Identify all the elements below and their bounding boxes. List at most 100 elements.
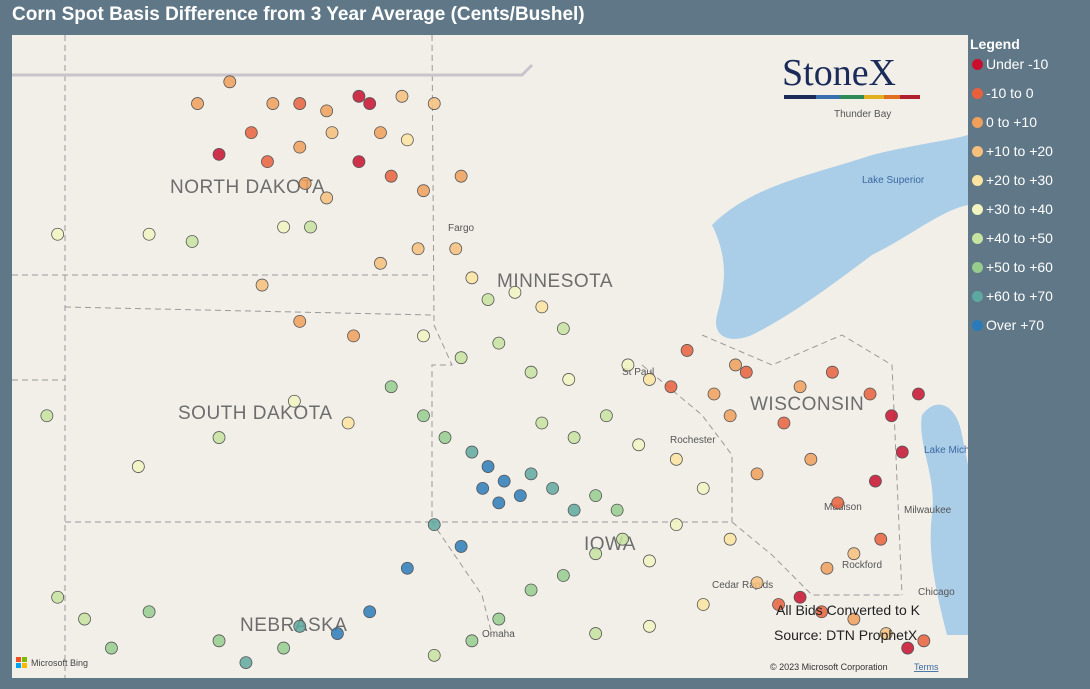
bid-point[interactable] <box>481 460 495 473</box>
bid-point[interactable] <box>535 300 549 314</box>
bid-point[interactable] <box>185 235 199 248</box>
bid-point[interactable] <box>384 169 398 183</box>
bid-point[interactable] <box>304 220 317 234</box>
bid-point[interactable] <box>51 227 65 241</box>
bid-point[interactable] <box>374 256 387 270</box>
bid-point[interactable] <box>492 336 506 350</box>
bid-point[interactable] <box>589 627 603 640</box>
bid-point[interactable] <box>610 503 624 517</box>
bid-point[interactable] <box>481 293 495 307</box>
bid-point[interactable] <box>352 155 366 169</box>
bid-point[interactable] <box>293 314 307 328</box>
bid-point[interactable] <box>212 431 226 444</box>
bid-point[interactable] <box>847 547 861 561</box>
bid-point[interactable] <box>384 380 398 394</box>
bid-point[interactable] <box>600 409 613 423</box>
bid-point[interactable] <box>831 496 845 510</box>
bid-point[interactable] <box>589 547 603 561</box>
bid-point[interactable] <box>438 431 452 444</box>
bid-point[interactable] <box>492 496 506 510</box>
bid-point[interactable] <box>750 576 764 590</box>
bid-point[interactable] <box>664 380 678 394</box>
bid-point[interactable] <box>680 344 694 357</box>
bid-point[interactable] <box>513 489 527 503</box>
bid-point[interactable] <box>643 373 656 386</box>
terms-link[interactable]: Terms <box>914 662 939 672</box>
bid-point[interactable] <box>917 634 931 648</box>
bid-point[interactable] <box>465 445 479 459</box>
bid-point[interactable] <box>874 532 888 546</box>
bid-point[interactable] <box>750 467 764 481</box>
bid-point[interactable] <box>427 97 441 110</box>
bid-point[interactable] <box>723 532 737 546</box>
bid-point[interactable] <box>793 590 807 604</box>
bid-point[interactable] <box>239 656 253 669</box>
bid-point[interactable] <box>320 191 334 205</box>
bid-point[interactable] <box>374 126 387 140</box>
bid-point[interactable] <box>400 561 414 575</box>
bid-point[interactable] <box>772 598 785 611</box>
bid-point[interactable] <box>863 387 877 401</box>
bid-point[interactable] <box>40 409 54 423</box>
bid-point[interactable] <box>524 365 538 379</box>
legend-item[interactable]: +40 to +50 <box>970 230 1053 259</box>
bid-point[interactable] <box>142 227 156 241</box>
bid-point[interactable] <box>632 438 646 452</box>
bid-point[interactable] <box>535 416 549 430</box>
bid-point[interactable] <box>325 126 339 140</box>
bid-point[interactable] <box>417 184 430 198</box>
legend-item[interactable]: +10 to +20 <box>970 143 1053 172</box>
bid-point[interactable] <box>895 445 909 459</box>
bid-point[interactable] <box>723 409 737 423</box>
bid-point[interactable] <box>347 329 360 343</box>
bid-point[interactable] <box>465 634 479 648</box>
bid-point[interactable] <box>395 89 409 103</box>
bid-point[interactable] <box>793 380 807 394</box>
bid-point[interactable] <box>330 627 344 640</box>
legend-item[interactable]: +20 to +30 <box>970 172 1053 201</box>
bid-point[interactable] <box>696 598 710 611</box>
bid-point[interactable] <box>454 351 468 365</box>
bid-point[interactable] <box>729 358 742 372</box>
bid-point[interactable] <box>352 89 366 103</box>
bid-point[interactable] <box>417 409 430 423</box>
bid-point[interactable] <box>105 641 118 655</box>
bid-point[interactable] <box>669 518 683 532</box>
bid-point[interactable] <box>777 416 791 430</box>
bid-point[interactable] <box>707 387 721 401</box>
bid-point[interactable] <box>454 540 468 553</box>
bid-point[interactable] <box>277 641 291 655</box>
bid-point[interactable] <box>400 133 414 147</box>
bid-point[interactable] <box>556 322 570 336</box>
bid-point[interactable] <box>244 126 258 140</box>
bid-point[interactable] <box>869 474 882 488</box>
bid-point[interactable] <box>212 634 226 648</box>
bid-point[interactable] <box>508 285 522 299</box>
bid-point[interactable] <box>524 467 538 481</box>
bid-point[interactable] <box>804 452 818 466</box>
bid-point[interactable] <box>621 358 635 372</box>
bid-point[interactable] <box>287 394 301 408</box>
bid-point[interactable] <box>277 220 291 234</box>
bid-point[interactable] <box>255 278 269 292</box>
bid-point[interactable] <box>567 431 581 444</box>
bid-point[interactable] <box>465 271 479 285</box>
bid-point[interactable] <box>454 169 468 183</box>
bid-point[interactable] <box>411 242 425 256</box>
bid-point[interactable] <box>546 481 559 495</box>
bid-point[interactable] <box>293 140 307 154</box>
bid-point[interactable] <box>191 97 204 110</box>
bid-point[interactable] <box>261 155 274 169</box>
bid-point[interactable] <box>567 503 581 517</box>
bid-point[interactable] <box>912 387 925 401</box>
bid-point[interactable] <box>643 554 656 568</box>
bid-point[interactable] <box>825 365 839 379</box>
bid-point[interactable] <box>131 460 145 473</box>
legend-item[interactable]: -10 to 0 <box>970 85 1053 114</box>
bid-point[interactable] <box>616 532 629 546</box>
bid-point[interactable] <box>266 97 280 110</box>
legend-item[interactable]: Under -10 <box>970 56 1053 85</box>
bid-point[interactable] <box>223 75 237 89</box>
bid-point[interactable] <box>492 612 506 626</box>
legend-item[interactable]: +50 to +60 <box>970 259 1053 288</box>
